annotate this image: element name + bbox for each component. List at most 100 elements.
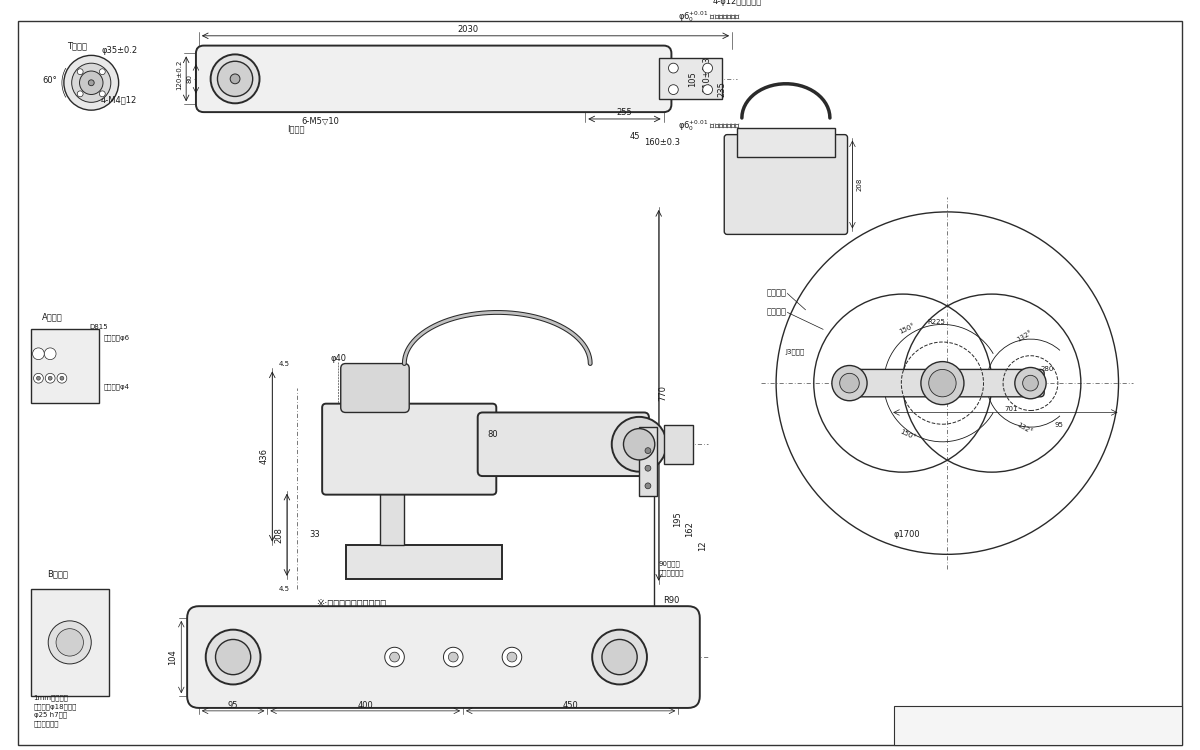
Circle shape: [48, 376, 52, 380]
Bar: [380, 490, 404, 544]
Text: 162: 162: [685, 521, 694, 537]
Circle shape: [508, 652, 517, 662]
Circle shape: [646, 465, 650, 471]
Circle shape: [205, 630, 260, 685]
Text: 12: 12: [698, 541, 707, 551]
Bar: [659, 58, 722, 100]
Circle shape: [929, 370, 956, 397]
Circle shape: [602, 640, 637, 675]
Circle shape: [32, 348, 44, 360]
Circle shape: [385, 647, 404, 667]
Text: 450: 450: [563, 701, 578, 710]
Text: 60°: 60°: [42, 76, 58, 85]
Text: 770: 770: [658, 385, 667, 401]
Text: B处详图: B处详图: [48, 570, 68, 579]
Text: 工作区域: 工作区域: [767, 308, 786, 316]
FancyBboxPatch shape: [478, 413, 649, 476]
Circle shape: [444, 647, 463, 667]
Circle shape: [612, 417, 666, 472]
Text: 105: 105: [688, 71, 697, 87]
Text: 45: 45: [629, 131, 640, 140]
Text: 195: 195: [673, 512, 683, 527]
Circle shape: [79, 71, 103, 94]
Circle shape: [217, 62, 253, 97]
Bar: [894, 706, 1182, 745]
FancyBboxPatch shape: [725, 134, 847, 235]
Text: 208: 208: [857, 178, 863, 191]
Circle shape: [1015, 368, 1046, 399]
Text: 210±0.3: 210±0.3: [703, 56, 712, 92]
Bar: [31, 589, 109, 696]
Text: φ40: φ40: [331, 353, 347, 362]
Text: 最大后退φ18的螺纹: 最大后退φ18的螺纹: [34, 703, 77, 709]
Text: φ35±0.2: φ35±0.2: [101, 46, 137, 56]
Text: 机械停止位置: 机械停止位置: [34, 721, 59, 728]
Text: D815: D815: [89, 324, 108, 330]
Text: R225: R225: [928, 320, 946, 326]
Text: 104: 104: [168, 650, 178, 665]
Text: 2030: 2030: [457, 25, 479, 34]
Text: φ6$^{+0.01}_{0}$ 窝穿（定位孔）: φ6$^{+0.01}_{0}$ 窝穿（定位孔）: [678, 9, 742, 24]
Circle shape: [58, 374, 67, 383]
FancyBboxPatch shape: [341, 364, 409, 413]
Bar: [346, 544, 502, 579]
FancyBboxPatch shape: [187, 606, 700, 708]
Text: 4-M4深12: 4-M4深12: [101, 95, 137, 104]
Circle shape: [34, 374, 43, 383]
Circle shape: [72, 63, 110, 102]
Text: 436: 436: [259, 448, 269, 464]
Text: ※:机械停止位的冲程余量: ※:机械停止位的冲程余量: [317, 598, 386, 608]
Circle shape: [230, 74, 240, 84]
Circle shape: [77, 69, 83, 75]
Text: 95: 95: [228, 701, 239, 710]
Text: 255: 255: [617, 108, 632, 117]
Circle shape: [646, 483, 650, 489]
Circle shape: [100, 91, 106, 97]
Circle shape: [592, 630, 647, 685]
Circle shape: [211, 55, 259, 104]
Text: 400: 400: [358, 701, 373, 710]
Text: 120±0.2: 120±0.2: [176, 60, 182, 90]
Text: φ25 h7轴径: φ25 h7轴径: [34, 712, 67, 718]
Circle shape: [48, 621, 91, 664]
Circle shape: [100, 69, 106, 75]
Circle shape: [390, 652, 400, 662]
Text: 6-M5▽10: 6-M5▽10: [301, 117, 340, 126]
Text: 4.5: 4.5: [280, 362, 290, 368]
Circle shape: [624, 428, 655, 460]
Text: 用户气管φ4: 用户气管φ4: [104, 383, 130, 389]
Text: 150°: 150°: [899, 428, 917, 441]
Text: 80: 80: [487, 430, 498, 439]
Text: Desenho técnico do robô: Desenho técnico do robô: [995, 732, 1081, 738]
Text: 用户气管φ6: 用户气管φ6: [104, 334, 130, 340]
FancyBboxPatch shape: [196, 46, 672, 112]
Circle shape: [56, 628, 84, 656]
Text: 95: 95: [1055, 422, 1064, 428]
Text: 132°: 132°: [1015, 329, 1033, 343]
Text: 235: 235: [718, 81, 726, 97]
Text: 150°: 150°: [899, 322, 917, 335]
Text: 132°: 132°: [1015, 422, 1033, 435]
Circle shape: [646, 448, 650, 454]
Text: 140: 140: [952, 366, 958, 380]
Text: 1mm平面切槽: 1mm平面切槽: [34, 694, 68, 700]
Text: 33: 33: [310, 530, 320, 538]
Circle shape: [1022, 375, 1038, 391]
Circle shape: [703, 85, 713, 94]
Circle shape: [60, 376, 64, 380]
Text: Python850-B10 SCARA: Python850-B10 SCARA: [967, 716, 1109, 726]
Circle shape: [703, 63, 713, 73]
Text: I处详图: I处详图: [287, 124, 305, 134]
Circle shape: [920, 362, 964, 405]
Circle shape: [64, 56, 119, 110]
Circle shape: [89, 80, 94, 86]
Text: R90: R90: [664, 596, 680, 605]
Text: A处详图: A处详图: [42, 313, 62, 322]
Circle shape: [502, 647, 522, 667]
FancyBboxPatch shape: [846, 370, 1044, 397]
Circle shape: [216, 640, 251, 675]
Bar: [640, 427, 656, 496]
Text: 80: 80: [186, 74, 192, 83]
Text: 280: 280: [1040, 367, 1054, 373]
Circle shape: [36, 376, 41, 380]
